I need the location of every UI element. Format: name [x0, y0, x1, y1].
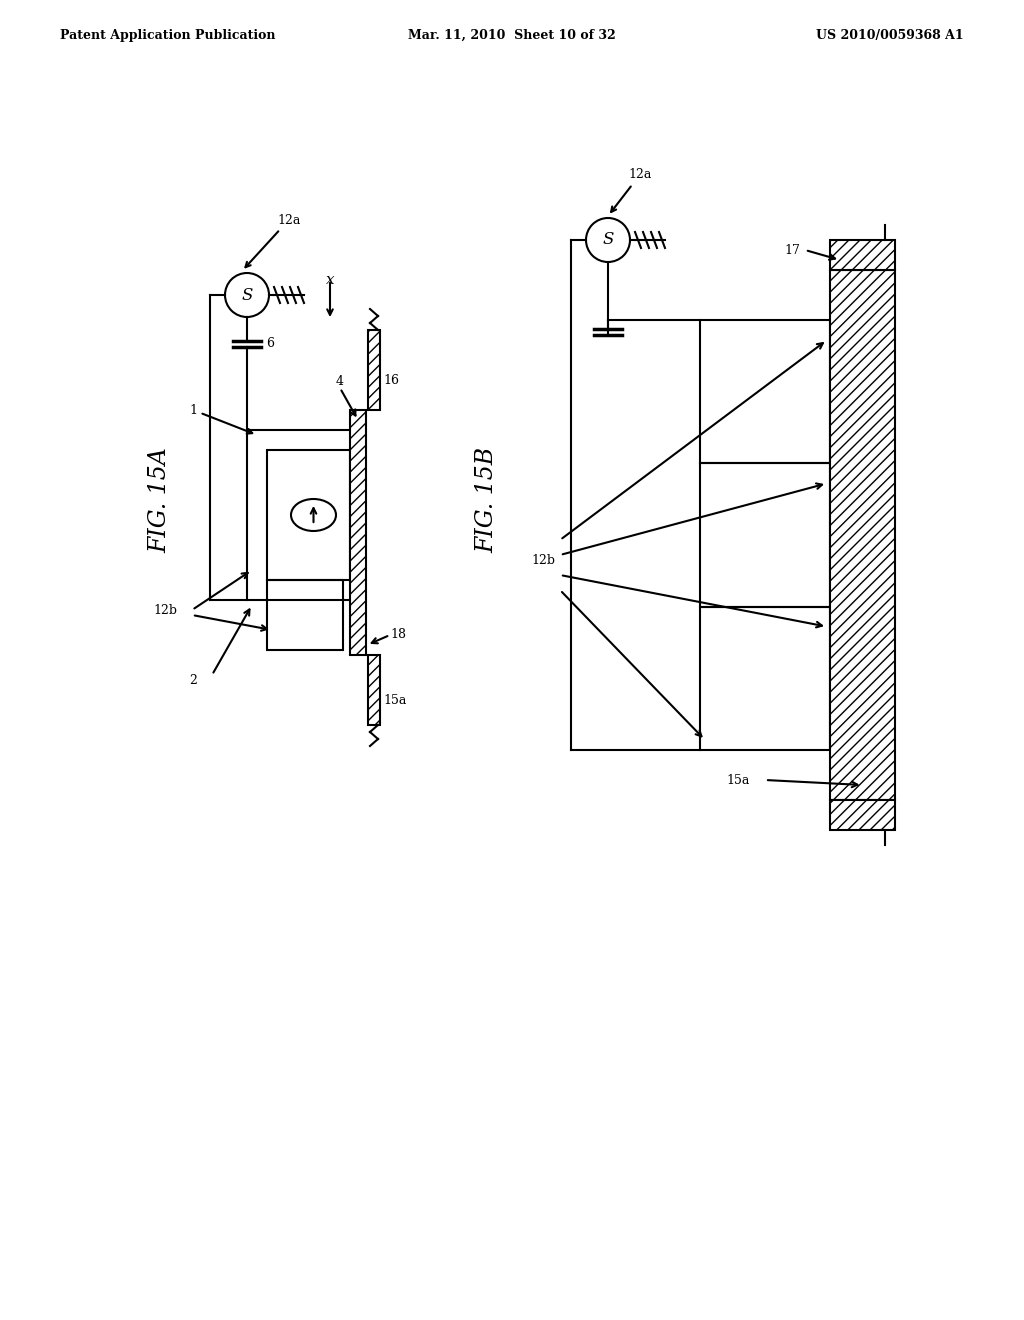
Text: S: S	[242, 286, 253, 304]
Text: Mar. 11, 2010  Sheet 10 of 32: Mar. 11, 2010 Sheet 10 of 32	[409, 29, 615, 41]
Bar	[830, 271, 895, 800]
Text: FIG. 15B: FIG. 15B	[475, 447, 499, 553]
Bar	[368, 330, 380, 411]
Bar	[700, 319, 830, 463]
Text: x: x	[326, 273, 334, 286]
Text: 12a: 12a	[611, 169, 651, 213]
Bar	[247, 430, 355, 601]
Text: 6: 6	[266, 337, 274, 350]
Text: 12a: 12a	[246, 214, 300, 267]
Bar	[368, 655, 380, 725]
Text: 12b: 12b	[531, 553, 555, 566]
Text: 1: 1	[189, 404, 252, 434]
Text: 16: 16	[383, 374, 399, 387]
Text: US 2010/0059368 A1: US 2010/0059368 A1	[816, 29, 964, 41]
Text: S: S	[602, 231, 613, 248]
Bar	[350, 411, 366, 655]
Text: 4: 4	[336, 375, 344, 388]
Text: 2: 2	[189, 673, 197, 686]
Bar	[700, 607, 830, 750]
Text: FIG. 15A: FIG. 15A	[148, 447, 171, 553]
Text: 15a: 15a	[727, 774, 750, 787]
Text: 17: 17	[784, 243, 800, 256]
Text: 18: 18	[390, 628, 406, 642]
Text: 12b: 12b	[153, 603, 177, 616]
Bar	[267, 579, 343, 649]
Bar	[830, 800, 895, 830]
Text: Patent Application Publication: Patent Application Publication	[60, 29, 275, 41]
Bar	[700, 463, 830, 607]
Text: 15a: 15a	[383, 693, 407, 706]
Bar	[267, 450, 350, 579]
Bar	[830, 240, 895, 271]
